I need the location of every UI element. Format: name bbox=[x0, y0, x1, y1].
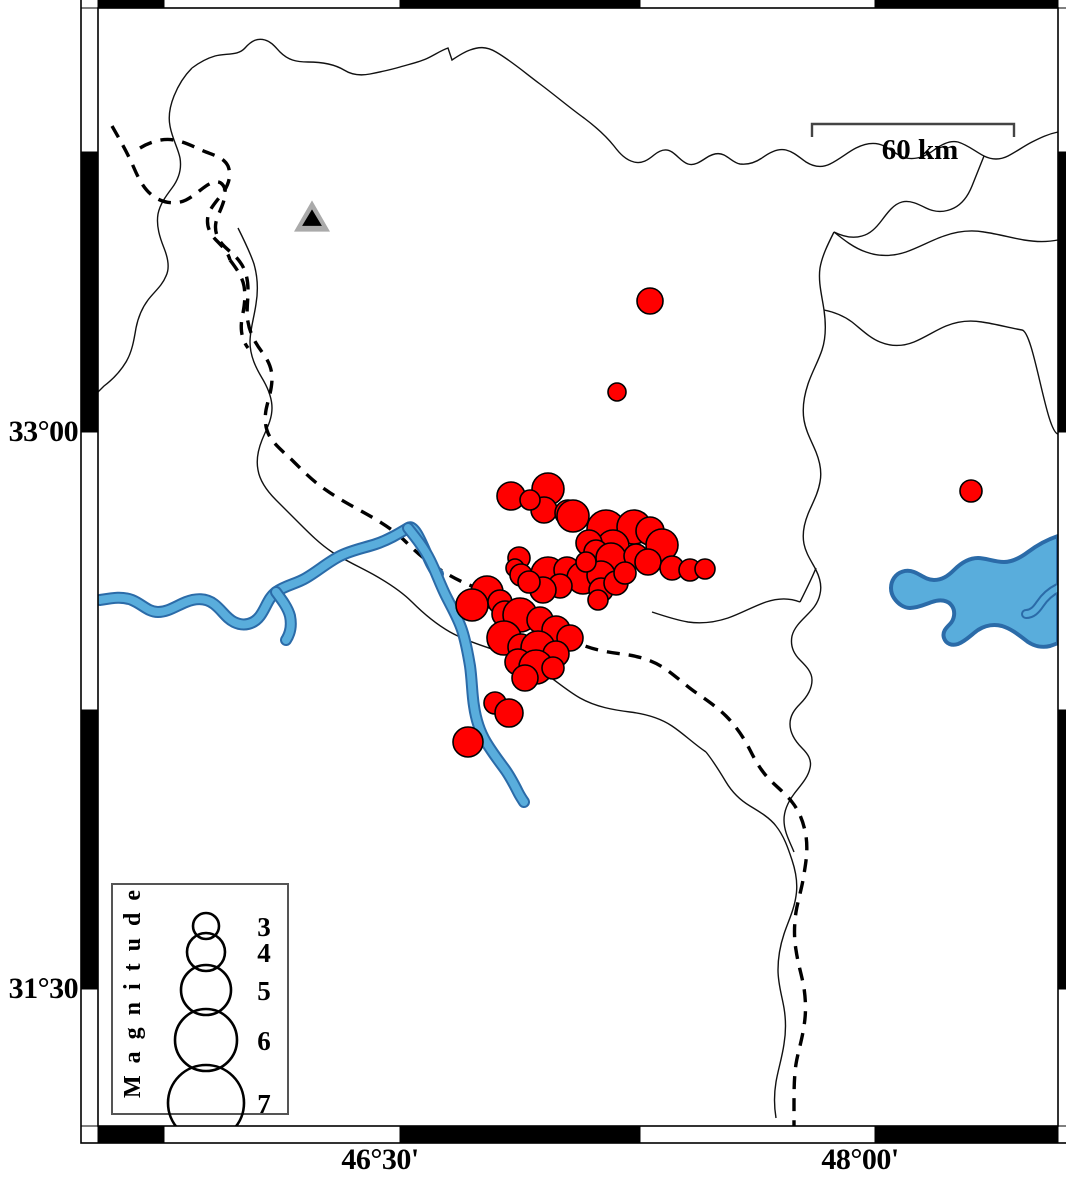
legend-value: 7 bbox=[257, 1089, 271, 1119]
frame-band-right bbox=[1057, 7, 1066, 153]
legend-value: 5 bbox=[257, 976, 271, 1006]
frame-corner bbox=[80, 0, 99, 9]
frame-band-right bbox=[1057, 709, 1066, 990]
earthquake-circle bbox=[519, 489, 541, 511]
legend-circle bbox=[185, 931, 227, 973]
earthquake-circle bbox=[575, 551, 597, 573]
river-network bbox=[94, 521, 1063, 808]
frame-band-bottom bbox=[399, 1125, 641, 1144]
longitude-label-48-00: 48°00' bbox=[821, 1143, 899, 1176]
frame-band-bottom bbox=[97, 1125, 165, 1144]
earthquake-circle bbox=[511, 664, 539, 692]
station-triangle-inner bbox=[302, 209, 322, 226]
earthquake-circle bbox=[959, 479, 983, 503]
earthquake-epicenters bbox=[452, 287, 983, 758]
frame-band-left bbox=[80, 431, 99, 711]
frame-band-bottom bbox=[163, 1125, 401, 1144]
frame-band-left bbox=[80, 988, 99, 1127]
frame-corner bbox=[1057, 0, 1066, 9]
frame-band-left bbox=[80, 151, 99, 433]
earthquake-circle bbox=[494, 698, 524, 728]
latitude-label-33-00: 33°00' bbox=[8, 415, 87, 448]
frame-band-top bbox=[163, 0, 401, 9]
frame-band-right bbox=[1057, 988, 1066, 1127]
legend-circle bbox=[179, 963, 233, 1017]
frame-band-left bbox=[80, 709, 99, 990]
earthquake-circle bbox=[556, 499, 590, 533]
earthquake-circle bbox=[541, 656, 565, 680]
legend-value: 6 bbox=[257, 1026, 271, 1056]
frame-band-bottom bbox=[639, 1125, 876, 1144]
legend-box bbox=[111, 883, 289, 1115]
frame-corner bbox=[80, 1125, 99, 1144]
earthquake-circle bbox=[455, 588, 489, 622]
scale-bar bbox=[810, 122, 1016, 137]
legend-value: 3 bbox=[257, 912, 271, 942]
frame-band-left bbox=[80, 7, 99, 153]
frame-band-top bbox=[97, 0, 165, 9]
frame-corner bbox=[1057, 1125, 1066, 1144]
scale-bar-label: 60 km bbox=[881, 134, 959, 166]
legend-circle bbox=[191, 911, 221, 941]
administrative-boundaries bbox=[97, 38, 1059, 1119]
scale-bar-line bbox=[810, 122, 1016, 137]
legend-value: 4 bbox=[257, 938, 271, 968]
frame-outer-line bbox=[80, 0, 1066, 1144]
frame-band-top bbox=[399, 0, 641, 9]
frame-band-top bbox=[639, 0, 876, 9]
earthquake-circle bbox=[587, 589, 609, 611]
frame-band-top bbox=[874, 0, 1059, 9]
legend-title: M a g n i t u d e bbox=[120, 887, 146, 1098]
earthquake-circle bbox=[694, 558, 716, 580]
seismic-station-marker bbox=[294, 200, 330, 232]
latitude-label-31-30: 31°30' bbox=[8, 972, 87, 1005]
earthquake-circle bbox=[452, 726, 484, 758]
earthquake-circle bbox=[613, 561, 637, 585]
earthquake-circle bbox=[636, 287, 664, 315]
earthquake-circle bbox=[607, 382, 627, 402]
legend-circle bbox=[173, 1007, 239, 1073]
frame-band-right bbox=[1057, 431, 1066, 711]
frame-inner-line bbox=[97, 7, 1059, 1127]
frame-band-bottom bbox=[874, 1125, 1059, 1144]
earthquake-circle bbox=[517, 570, 541, 594]
frame-band-right bbox=[1057, 151, 1066, 433]
international-border bbox=[110, 125, 809, 1126]
map-frame bbox=[80, 0, 1066, 1144]
magnitude-legend: M a g n i t u d e 34 5 6 7 bbox=[111, 883, 289, 1143]
earthquake-circle bbox=[634, 548, 662, 576]
longitude-label-46-30: 46°30' bbox=[341, 1143, 419, 1176]
